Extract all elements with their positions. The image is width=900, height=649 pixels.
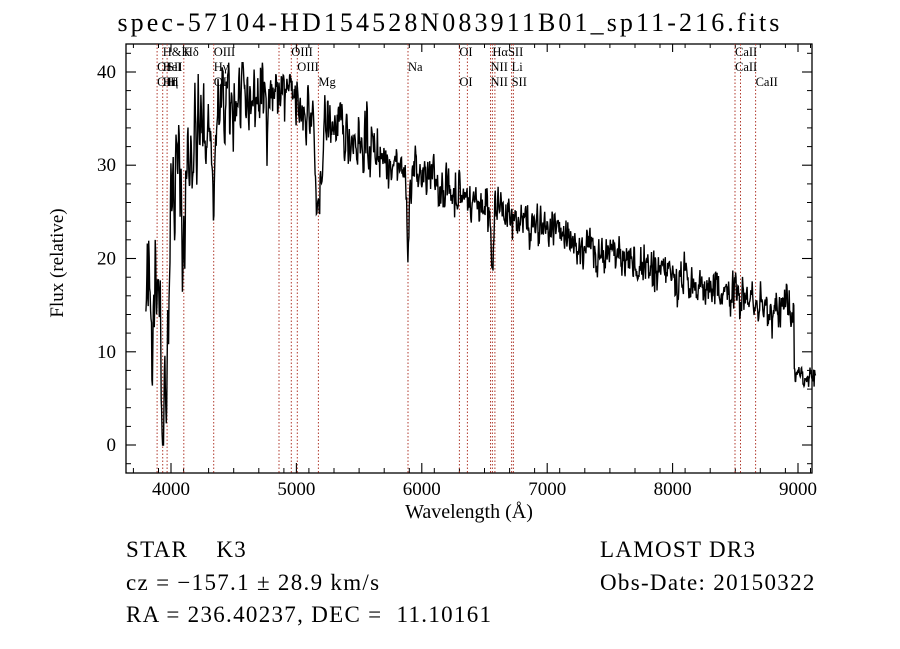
svg-text:OI: OI	[459, 75, 472, 89]
svg-text:SII: SII	[512, 75, 527, 89]
svg-text:Flux (relative): Flux (relative)	[47, 208, 68, 317]
svg-text:40: 40	[97, 62, 116, 83]
svg-text:Wavelength (Å): Wavelength (Å)	[405, 501, 533, 523]
svg-text:Na: Na	[408, 60, 423, 74]
svg-text:6000: 6000	[403, 479, 441, 500]
svg-text:HαSII: HαSII	[492, 45, 523, 59]
svg-text:4000: 4000	[152, 479, 190, 500]
svg-text:Mg: Mg	[318, 75, 336, 89]
svg-text:20: 20	[97, 249, 116, 270]
svg-text:10: 10	[97, 342, 116, 363]
svg-text:CaII: CaII	[735, 45, 757, 59]
svg-text:NII: NII	[491, 60, 508, 74]
svg-text:9000: 9000	[779, 479, 817, 500]
svg-text:5000: 5000	[277, 479, 315, 500]
svg-text:Hδ: Hδ	[184, 45, 199, 59]
svg-text:7000: 7000	[528, 479, 566, 500]
svg-text:LAMOST DR3: LAMOST DR3	[600, 537, 756, 562]
svg-text:SII: SII	[167, 60, 182, 74]
svg-text:H: H	[167, 75, 176, 89]
svg-text:Li: Li	[512, 60, 524, 74]
svg-text:Obs-Date: 20150322: Obs-Date: 20150322	[600, 570, 816, 595]
svg-text:STAR K3: STAR K3	[126, 537, 247, 562]
svg-text:OIII: OIII	[291, 45, 313, 59]
svg-text:CaII: CaII	[735, 60, 757, 74]
svg-text:cz = −157.1 ± 28.9 km/s: cz = −157.1 ± 28.9 km/s	[126, 570, 380, 595]
svg-text:OI: OI	[459, 45, 472, 59]
svg-text:NII: NII	[491, 75, 508, 89]
svg-text:OIII: OIII	[214, 45, 236, 59]
svg-text:Hγ: Hγ	[214, 60, 229, 74]
svg-text:8000: 8000	[654, 479, 692, 500]
svg-text:OIII: OIII	[297, 60, 319, 74]
svg-text:CaII: CaII	[756, 75, 778, 89]
svg-text:0: 0	[107, 435, 117, 456]
svg-text:30: 30	[97, 155, 116, 176]
svg-text:RA = 236.40237, DEC = 11.1016: RA = 236.40237, DEC = 11.10161	[126, 602, 492, 627]
